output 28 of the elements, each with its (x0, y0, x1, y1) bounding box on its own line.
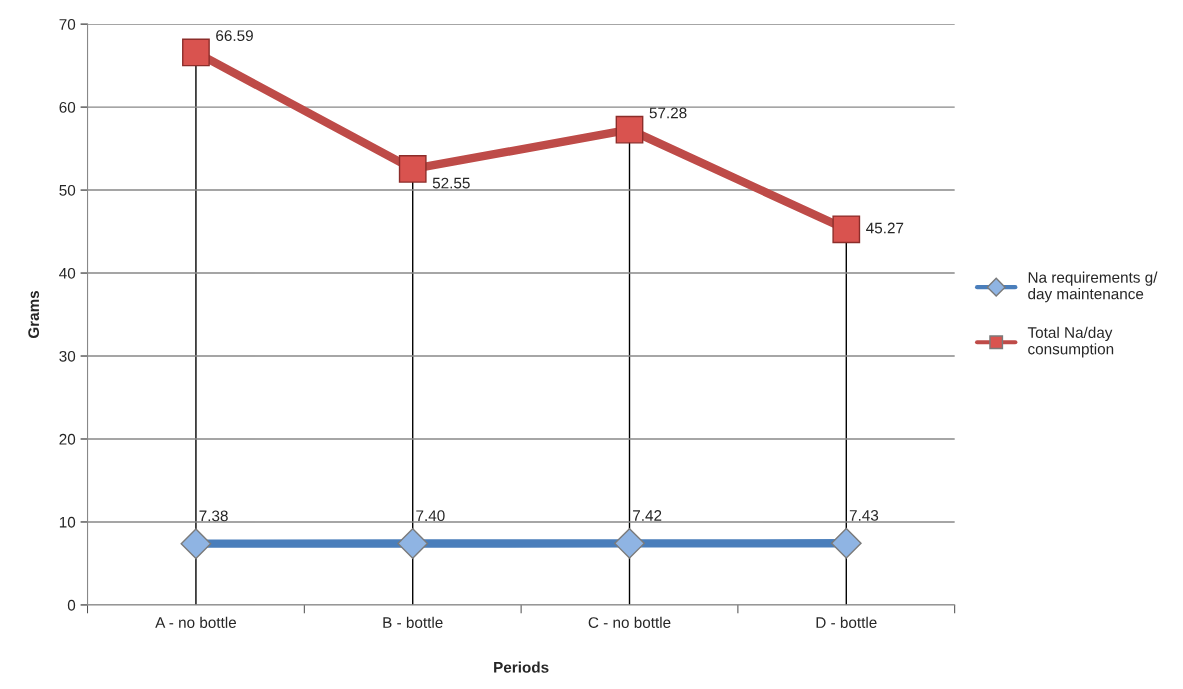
data-label: 52.55 (432, 177, 470, 189)
y-tick-label: 70 (59, 18, 76, 30)
y-tick-label: 30 (59, 350, 76, 362)
data-label: 7.43 (849, 510, 879, 521)
data-label: 7.38 (199, 510, 228, 522)
y-tick-label: 60 (59, 101, 76, 113)
y-tick-label: 0 (67, 599, 76, 611)
data-label: 66.59 (216, 30, 253, 42)
data-label: 57.28 (649, 107, 687, 119)
point (832, 215, 861, 244)
x-tick-label: D - bottle (816, 616, 877, 628)
point (615, 115, 644, 144)
x-tick-label: B - bottle (383, 616, 443, 628)
point (398, 155, 427, 183)
legend-label: Total Na/day consumption (1027, 326, 1114, 358)
y-tick-label: 10 (59, 516, 76, 528)
x-tick-label: C - no bottle (588, 616, 671, 628)
y-tick-label: 20 (59, 433, 76, 445)
x-tick-label: A - no bottle (155, 616, 237, 628)
y-tick-label: 40 (59, 267, 76, 279)
legend-label: Na requirements g/ day maintenance (1028, 271, 1158, 303)
point (182, 38, 210, 67)
x-axis-title: Periods (494, 661, 549, 673)
y-tick-label: 50 (59, 184, 76, 196)
y-axis-title: Grams (28, 290, 40, 339)
data-label: 7.42 (633, 510, 662, 521)
data-label: 45.27 (866, 222, 904, 234)
data-label: 7.40 (416, 510, 445, 522)
